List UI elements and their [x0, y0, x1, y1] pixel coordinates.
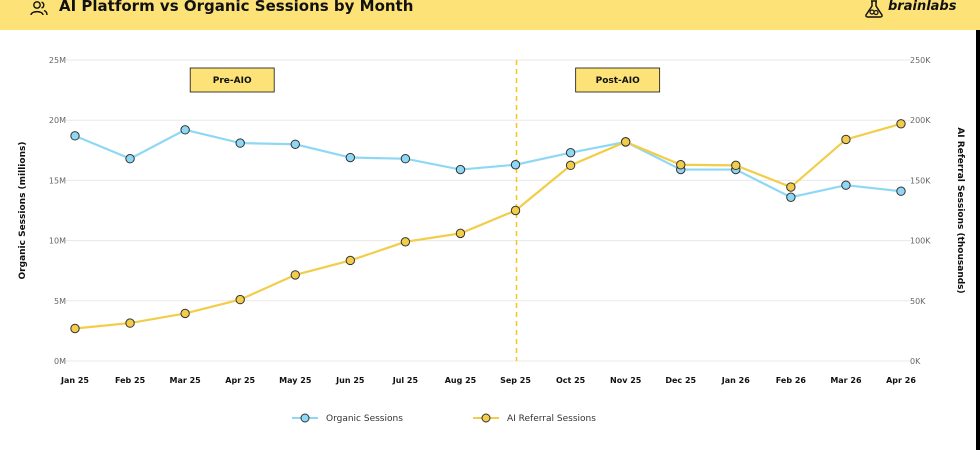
data-point — [180, 125, 190, 135]
data-point — [235, 294, 245, 305]
x-tick-label: Mar 26 — [830, 376, 862, 385]
y-tick-label: 5M — [54, 297, 66, 306]
data-point — [565, 160, 576, 171]
x-tick-label: Jul 25 — [392, 376, 419, 385]
x-tick-label: Aug 25 — [445, 376, 477, 385]
y2-tick-label: 200K — [910, 116, 931, 125]
data-point — [400, 237, 411, 247]
x-tick-label: Feb 25 — [115, 376, 146, 385]
x-tick-label: Jun 25 — [335, 376, 365, 385]
data-point — [235, 138, 245, 148]
data-point — [290, 139, 300, 149]
x-tick-label: Feb 26 — [776, 376, 807, 385]
data-point — [345, 152, 356, 163]
series-line — [74, 128, 902, 199]
data-point — [290, 270, 300, 280]
y2-axis-label: AI Referral Sessions (thousands) — [955, 127, 965, 293]
data-point — [400, 154, 411, 164]
series-line — [74, 122, 902, 330]
header-bar: AI Platform vs Organic Sessions by Month… — [0, 0, 980, 30]
x-tick-label: Dec 25 — [665, 376, 696, 385]
data-point — [786, 182, 796, 192]
x-tick-label: Nov 25 — [610, 376, 642, 385]
x-tick-label: Mar 25 — [170, 376, 202, 385]
legend-label: AI Referral Sessions — [507, 414, 596, 424]
data-point — [345, 255, 356, 266]
x-tick-label: Apr 26 — [886, 376, 916, 385]
data-point — [731, 160, 741, 171]
x-tick-label: Sep 25 — [500, 376, 531, 385]
y2-tick-label: 50K — [910, 297, 926, 306]
x-tick-label: Oct 25 — [556, 376, 586, 385]
y-tick-label: 20M — [49, 116, 66, 125]
y2-tick-label: 250K — [910, 56, 931, 65]
phase-label: Pre-AIO — [213, 76, 252, 86]
y2-tick-label: 100K — [910, 237, 931, 246]
data-point — [676, 160, 686, 170]
data-point — [620, 137, 631, 147]
x-tick-label: Apr 25 — [225, 376, 255, 385]
y-tick-label: 0M — [54, 357, 66, 366]
y2-tick-label: 0K — [910, 357, 921, 366]
x-tick-label: May 25 — [279, 376, 312, 385]
data-point — [125, 318, 135, 328]
frame-edge — [976, 30, 980, 450]
users-icon — [30, 1, 48, 16]
x-tick-label: Jan 26 — [721, 376, 750, 385]
y2-tick-label: 150K — [910, 176, 931, 185]
chart-title: AI Platform vs Organic Sessions by Month — [59, 0, 414, 15]
legend-marker — [481, 413, 491, 423]
data-point — [786, 192, 796, 202]
phase-label-box — [189, 67, 275, 93]
legend-marker — [300, 413, 310, 423]
y-tick-label: 10M — [49, 237, 66, 246]
y-axis-label: Organic Sessions (millions) — [18, 142, 28, 280]
data-point — [180, 308, 190, 319]
data-point — [125, 154, 135, 164]
brain-flask-icon — [865, 0, 883, 18]
brand-logo-text: brainlabs — [888, 0, 957, 14]
data-point — [455, 228, 466, 239]
y-tick-label: 15M — [49, 176, 66, 185]
legend-label: Organic Sessions — [326, 414, 403, 424]
data-point — [896, 186, 906, 196]
data-point — [841, 180, 851, 190]
phase-label: Post-AIO — [596, 76, 640, 86]
data-point — [896, 119, 906, 129]
data-point — [565, 148, 576, 158]
data-point — [455, 164, 466, 175]
data-point — [70, 131, 80, 141]
data-point — [841, 134, 851, 145]
x-tick-label: Jan 25 — [60, 376, 89, 385]
data-point — [510, 205, 521, 216]
data-point — [510, 160, 521, 170]
y-tick-label: 25M — [49, 56, 66, 65]
data-point — [70, 323, 80, 334]
phase-label-box — [575, 67, 661, 93]
chart-area: 0M 5M 10M 15M 20M 25M 0K 50K 100K 150K 200K 250K Org… — [18, 56, 965, 424]
